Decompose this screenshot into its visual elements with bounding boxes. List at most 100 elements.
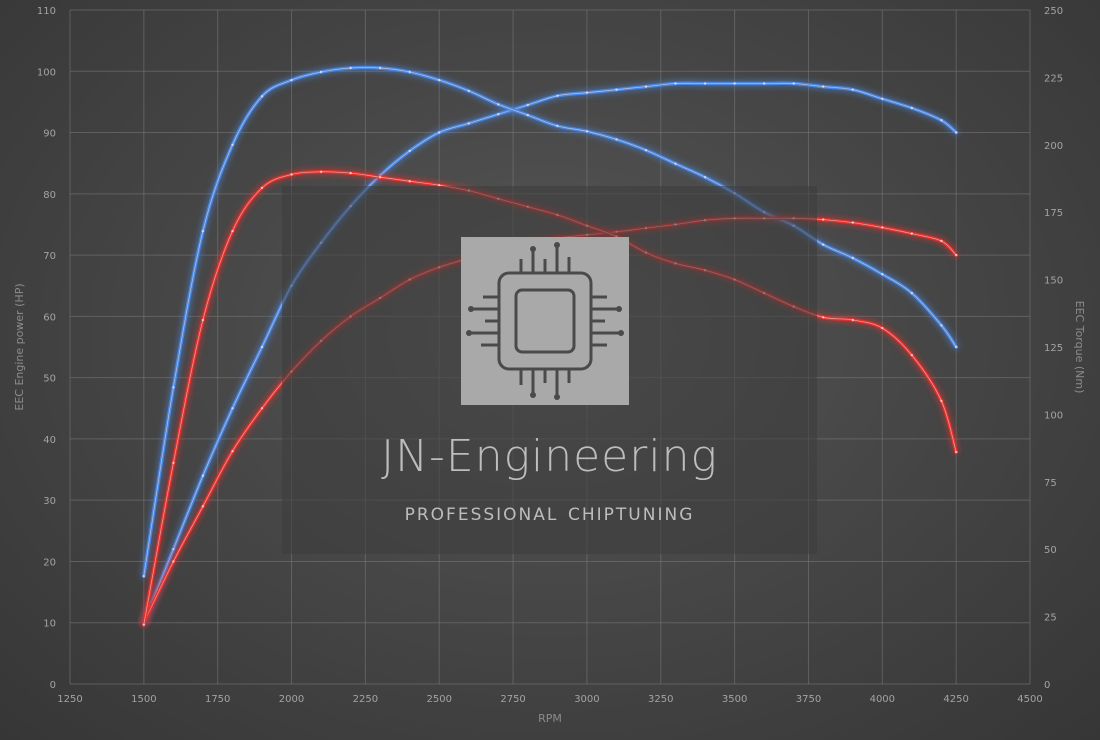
y-left-tick-3: 30 bbox=[43, 496, 56, 507]
data-point-0-17 bbox=[644, 85, 648, 88]
data-point-3-0 bbox=[142, 623, 145, 626]
data-point-2-25 bbox=[881, 226, 884, 229]
data-point-0-13 bbox=[526, 103, 529, 107]
data-point-3-5 bbox=[290, 173, 293, 176]
y-left-tick-labels: 0 10 20 30 40 50 60 70 80 90 100 110 bbox=[37, 6, 56, 691]
data-point-0-24 bbox=[851, 88, 854, 91]
data-point-1-17 bbox=[644, 149, 648, 152]
data-point-0-15 bbox=[585, 91, 589, 94]
data-point-0-9 bbox=[408, 149, 411, 153]
y-left-axis-label: EEC Engine power (HP) bbox=[13, 283, 26, 410]
data-point-1-16 bbox=[615, 138, 618, 141]
brand-name: JN-Engineering bbox=[381, 431, 718, 482]
data-point-0-12 bbox=[497, 113, 500, 116]
x-tick-11: 4000 bbox=[870, 694, 895, 705]
y-right-tick-9: 225 bbox=[1044, 73, 1063, 84]
data-point-1-11 bbox=[467, 89, 470, 93]
y-left-tick-5: 50 bbox=[43, 374, 56, 385]
data-point-0-21 bbox=[763, 82, 766, 85]
x-tick-9: 3500 bbox=[722, 694, 747, 705]
series-highlight-0 bbox=[143, 82, 957, 623]
data-point-1-4 bbox=[260, 95, 264, 98]
y-right-tick-3: 75 bbox=[1044, 478, 1057, 489]
y-left-tick-6: 60 bbox=[43, 312, 56, 323]
data-point-1-13 bbox=[526, 113, 529, 117]
data-point-1-6 bbox=[319, 70, 323, 74]
data-point-1-5 bbox=[290, 78, 293, 82]
x-tick-6: 2750 bbox=[500, 694, 525, 705]
y-right-tick-4: 100 bbox=[1044, 410, 1063, 421]
y-right-tick-10: 250 bbox=[1044, 6, 1063, 17]
data-point-3-23 bbox=[822, 316, 825, 319]
y-right-tick-8: 200 bbox=[1044, 141, 1063, 152]
data-point-3-4 bbox=[260, 186, 264, 190]
x-tick-5: 2500 bbox=[427, 694, 452, 705]
data-point-0-20 bbox=[733, 82, 736, 85]
x-tick-labels: 1250 1500 1750 2000 2250 2500 2750 3000 3250 3500… bbox=[57, 694, 1042, 705]
data-point-0-25 bbox=[881, 97, 884, 101]
data-point-0-26 bbox=[910, 106, 913, 110]
data-point-1-28 bbox=[955, 345, 958, 349]
data-point-0-2 bbox=[201, 474, 205, 477]
watermark-panel: JN-Engineering professional chiptuning bbox=[282, 186, 817, 554]
y-right-tick-0: 0 bbox=[1044, 680, 1050, 691]
y-left-tick-1: 10 bbox=[43, 619, 56, 630]
x-axis-label: RPM bbox=[538, 712, 562, 725]
x-tick-0: 1250 bbox=[57, 694, 82, 705]
data-point-1-26 bbox=[910, 291, 913, 295]
series-points-1 bbox=[142, 66, 958, 578]
data-point-2-3 bbox=[231, 450, 234, 453]
data-point-1-14 bbox=[556, 124, 559, 128]
data-point-3-25 bbox=[881, 326, 884, 330]
data-point-1-9 bbox=[408, 70, 411, 74]
y-right-tick-5: 125 bbox=[1044, 343, 1063, 354]
y-right-tick-6: 150 bbox=[1044, 276, 1063, 287]
data-point-2-27 bbox=[940, 239, 943, 243]
x-tick-13: 4500 bbox=[1017, 694, 1042, 705]
data-point-0-16 bbox=[615, 88, 618, 91]
data-point-0-23 bbox=[822, 85, 825, 88]
data-point-3-3 bbox=[231, 229, 234, 233]
x-tick-1: 1500 bbox=[131, 694, 156, 705]
data-point-0-1 bbox=[172, 548, 175, 551]
x-tick-10: 3750 bbox=[796, 694, 821, 705]
y-left-tick-11: 110 bbox=[37, 6, 56, 17]
data-point-2-4 bbox=[260, 407, 264, 410]
y-right-tick-1: 25 bbox=[1044, 613, 1057, 624]
data-point-1-12 bbox=[497, 103, 500, 106]
data-point-0-28 bbox=[955, 131, 958, 134]
y-right-tick-7: 175 bbox=[1044, 208, 1063, 219]
chip-logo-icon bbox=[461, 237, 629, 405]
data-point-3-8 bbox=[379, 176, 382, 179]
data-point-3-2 bbox=[201, 318, 205, 322]
data-point-3-10 bbox=[438, 184, 441, 187]
data-point-3-7 bbox=[349, 171, 352, 175]
data-point-1-27 bbox=[940, 324, 943, 327]
data-point-0-19 bbox=[703, 82, 707, 85]
data-point-0-27 bbox=[940, 119, 943, 122]
data-point-1-25 bbox=[881, 273, 884, 276]
data-point-3-28 bbox=[955, 450, 958, 454]
data-point-1-7 bbox=[349, 66, 352, 70]
y-right-tick-labels: 0 25 50 75 100 125 150 175 200 225 250 bbox=[1044, 6, 1063, 691]
data-point-3-26 bbox=[910, 353, 913, 357]
data-point-3-9 bbox=[408, 180, 411, 183]
data-point-1-24 bbox=[851, 256, 854, 260]
data-point-1-18 bbox=[674, 162, 677, 165]
data-point-1-8 bbox=[379, 66, 382, 70]
x-tick-7: 3000 bbox=[574, 694, 599, 705]
y-left-tick-9: 90 bbox=[43, 129, 56, 140]
data-point-1-2 bbox=[201, 229, 205, 233]
y-right-tick-2: 50 bbox=[1044, 545, 1057, 556]
data-point-1-10 bbox=[438, 78, 441, 82]
data-point-3-6 bbox=[319, 170, 323, 173]
data-point-0-10 bbox=[438, 131, 441, 134]
data-point-3-1 bbox=[172, 461, 175, 465]
x-tick-12: 4250 bbox=[943, 694, 968, 705]
y-left-tick-10: 100 bbox=[37, 67, 56, 78]
data-point-1-23 bbox=[822, 243, 825, 246]
data-point-2-2 bbox=[201, 505, 205, 508]
data-point-2-23 bbox=[822, 218, 825, 221]
y-left-tick-4: 40 bbox=[43, 435, 56, 446]
